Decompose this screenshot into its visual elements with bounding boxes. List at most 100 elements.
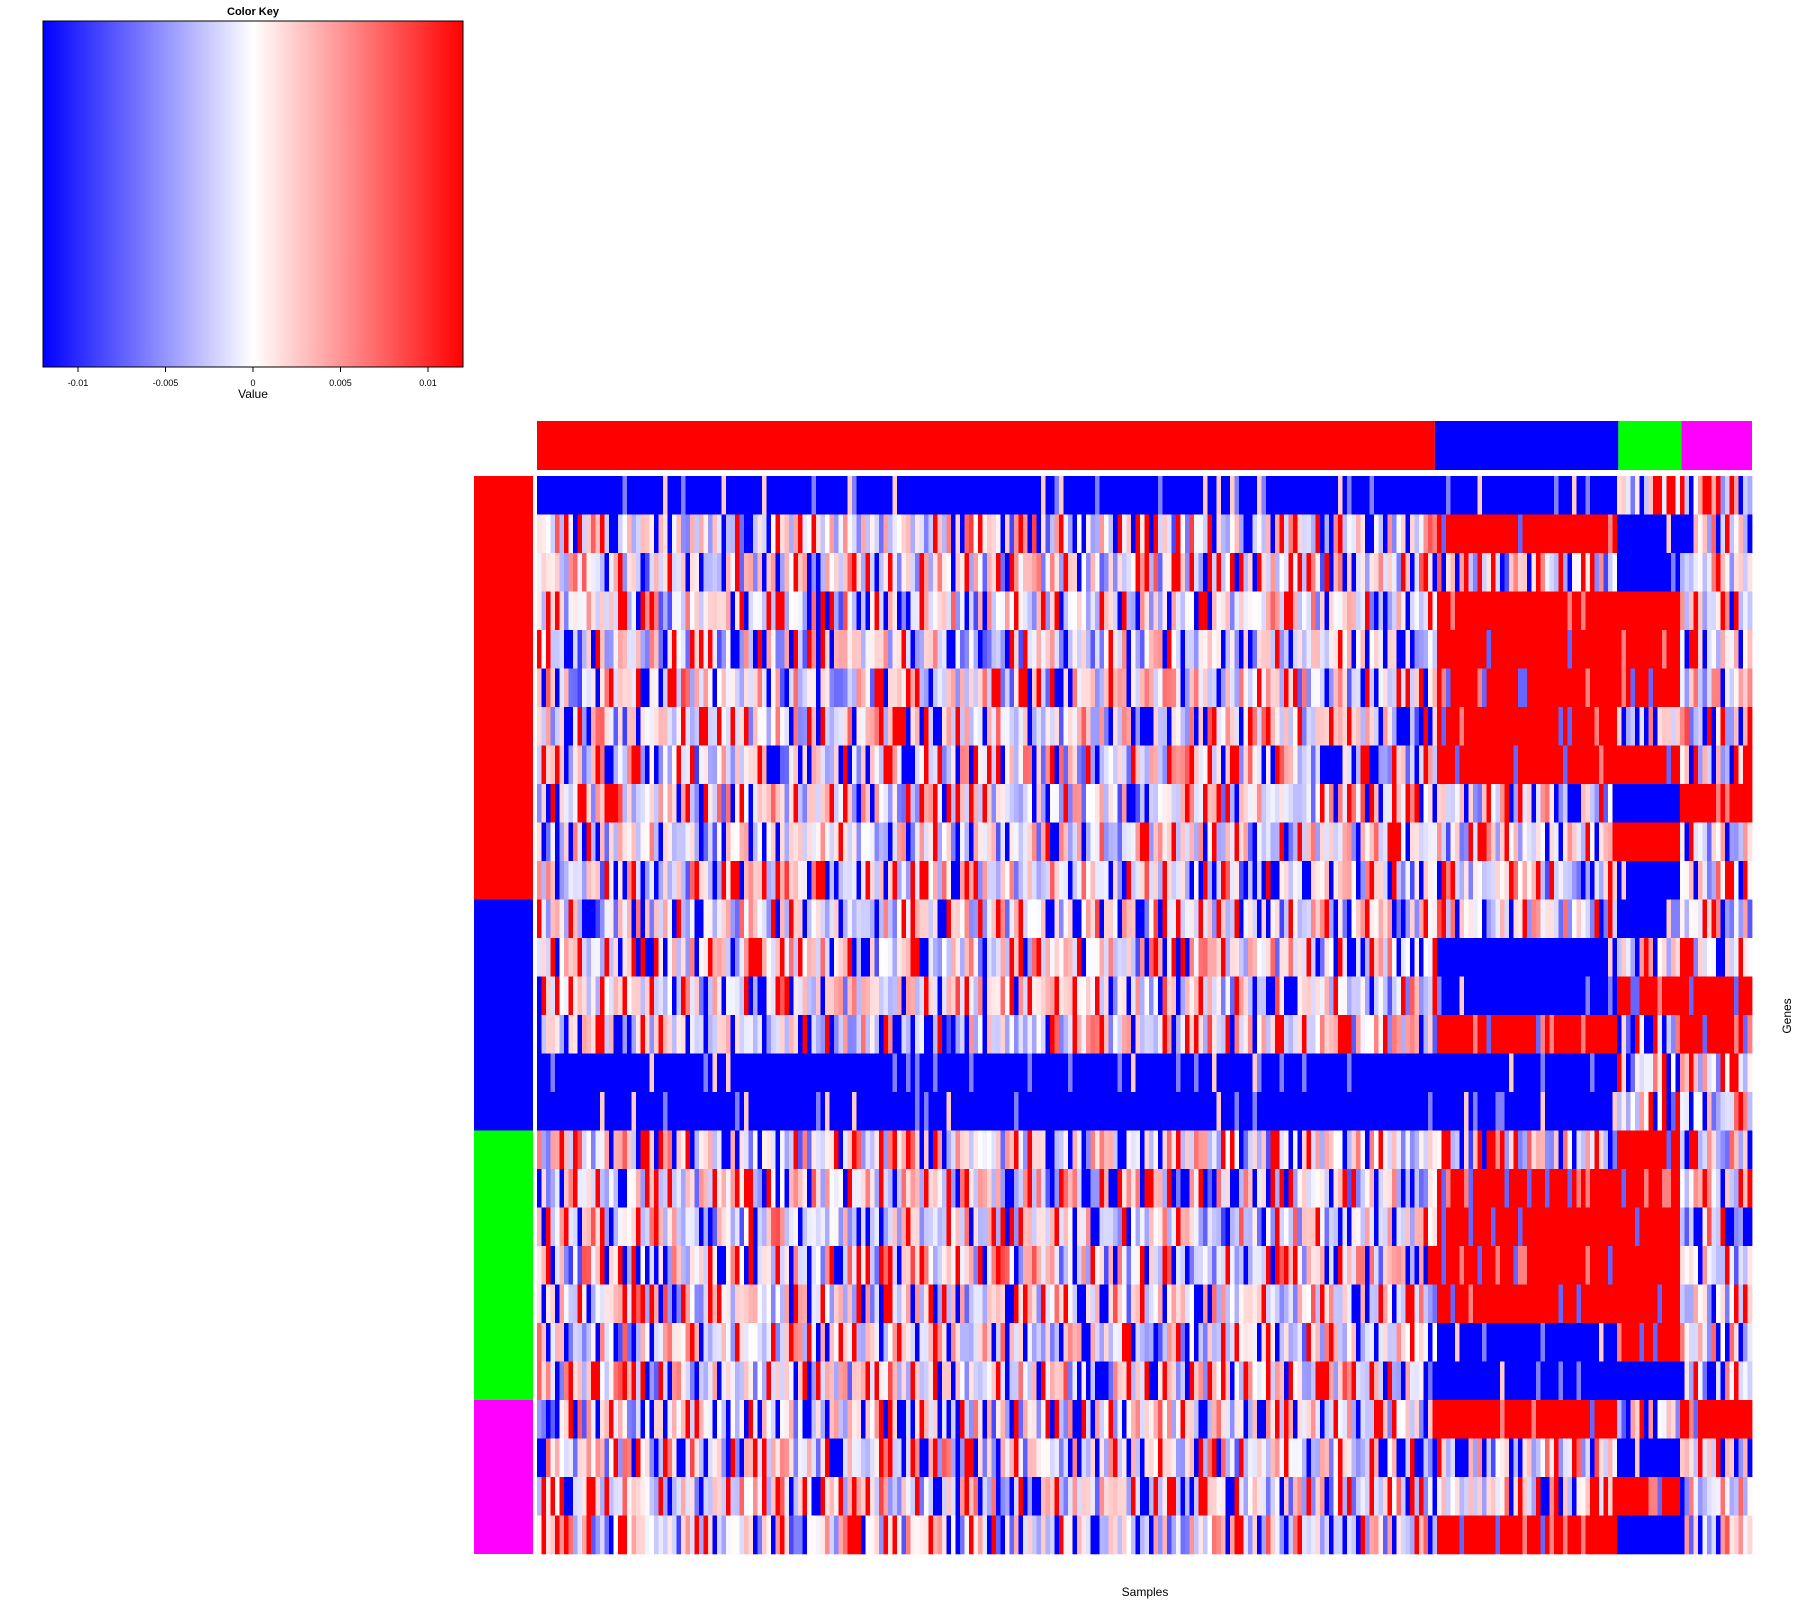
heatmap-cell: [1360, 1053, 1366, 1131]
heatmap-cell: [568, 1130, 574, 1170]
heatmap-cell: [798, 1169, 803, 1208]
heatmap-cell: [1392, 745, 1397, 900]
heatmap-cell: [1378, 1207, 1384, 1247]
heatmap-cell: [883, 1015, 889, 1054]
heatmap-cell: [645, 1284, 650, 1324]
heatmap-cell: [1194, 1092, 1199, 1131]
heatmap-cell: [627, 1169, 632, 1208]
heatmap-cell: [960, 1207, 965, 1247]
heatmap-cell: [1324, 1477, 1330, 1516]
heatmap-cell: [766, 938, 772, 977]
heatmap-cell: [1014, 784, 1019, 823]
heatmap-cell: [1081, 1400, 1087, 1439]
heatmap-cell: [1086, 976, 1091, 1016]
heatmap-cell: [1117, 591, 1123, 631]
heatmap-cell: [667, 784, 673, 823]
heatmap-cell: [1378, 938, 1384, 977]
heatmap-cell: [672, 553, 677, 592]
heatmap-cell: [1054, 1169, 1060, 1208]
heatmap-cell: [901, 1207, 907, 1247]
heatmap-cell: [690, 1246, 695, 1285]
heatmap-cell: [1113, 822, 1118, 862]
heatmap-cell: [681, 1284, 686, 1324]
heatmap-cell: [1054, 1015, 1060, 1054]
heatmap-cell: [1261, 1053, 1267, 1131]
heatmap-cell: [987, 784, 992, 823]
heatmap-cell: [631, 745, 637, 785]
heatmap-cell: [897, 938, 902, 977]
heatmap-cell: [636, 1438, 641, 1478]
heatmap-cell: [1266, 630, 1271, 669]
heatmap-cell: [649, 1207, 655, 1247]
heatmap-cell: [1041, 1438, 1046, 1478]
heatmap-cell: [1261, 1015, 1267, 1054]
heatmap-cell: [546, 1400, 551, 1439]
heatmap-cell: [712, 553, 718, 592]
heatmap-cell: [1135, 1169, 1141, 1208]
heatmap-cell: [807, 1207, 812, 1247]
heatmap-cell: [1230, 976, 1235, 1016]
heatmap-cell: [559, 976, 565, 1016]
heatmap-cell: [550, 591, 556, 631]
heatmap-cell: [1284, 822, 1289, 862]
heatmap-cell: [811, 1130, 817, 1170]
heatmap-cell: [541, 1477, 547, 1555]
heatmap-cell: [996, 1515, 1001, 1555]
heatmap-cell: [834, 784, 839, 823]
heatmap-cell: [969, 514, 974, 554]
heatmap-cell: [780, 1284, 785, 1324]
heatmap-cell: [645, 1130, 650, 1208]
heatmap-cell: [1383, 591, 1388, 669]
heatmap-cell: [1365, 1515, 1370, 1555]
heatmap-cell: [1383, 1361, 1388, 1401]
heatmap-cell: [1356, 745, 1361, 785]
heatmap-cell: [1207, 861, 1213, 900]
heatmap-cell: [1018, 745, 1024, 785]
heatmap-cell: [883, 630, 889, 669]
heatmap-cell: [721, 1169, 727, 1208]
heatmap-cell: [1171, 938, 1177, 977]
heatmap-cell: [645, 1323, 650, 1362]
heatmap-cell: [793, 1477, 799, 1516]
heatmap-cell: [1216, 707, 1222, 746]
heatmap-cell: [550, 1130, 556, 1170]
heatmap-cell: [618, 1284, 623, 1324]
heatmap-cell: [861, 514, 866, 554]
heatmap-cell: [1329, 1169, 1334, 1208]
heatmap-cell: [987, 861, 992, 900]
heatmap-cell: [1090, 1515, 1096, 1555]
heatmap-cell: [1135, 476, 1141, 515]
heatmap-cell: [555, 707, 560, 746]
heatmap-cell: [681, 784, 686, 823]
heatmap-cell: [874, 1284, 880, 1324]
heatmap-cell: [1068, 630, 1073, 669]
heatmap-cell: [1171, 553, 1177, 592]
heatmap-cell: [915, 1015, 920, 1054]
heatmap-cell: [1207, 1246, 1213, 1285]
heatmap-cell: [591, 1400, 596, 1439]
heatmap-cell: [924, 476, 929, 515]
heatmap-cell: [1374, 1015, 1379, 1054]
heatmap-cell: [928, 1207, 934, 1247]
heatmap-cell: [1378, 1323, 1384, 1362]
heatmap-cell: [870, 1015, 875, 1054]
heatmap-cell: [739, 1015, 745, 1054]
heatmap-cell: [1059, 861, 1064, 900]
heatmap-cell: [1275, 668, 1280, 708]
heatmap-cell: [1149, 784, 1154, 823]
heatmap-cell: [672, 1053, 677, 1170]
heatmap-cell: [811, 1053, 817, 1131]
heatmap-cell: [1041, 1207, 1046, 1247]
heatmap-cell: [1248, 707, 1253, 746]
heatmap-cell: [1239, 1207, 1244, 1247]
heatmap-cell: [1248, 1515, 1253, 1555]
heatmap-cell: [1185, 1207, 1190, 1247]
heatmap-cell: [1072, 1361, 1078, 1401]
heatmap-cell: [834, 476, 839, 515]
heatmap-cell: [573, 899, 578, 939]
heatmap-cell: [1099, 784, 1105, 823]
heatmap-cell: [807, 1015, 812, 1131]
heatmap-cell: [1036, 822, 1042, 862]
heatmap-cell: [762, 784, 767, 823]
heatmap-cell: [582, 822, 587, 862]
